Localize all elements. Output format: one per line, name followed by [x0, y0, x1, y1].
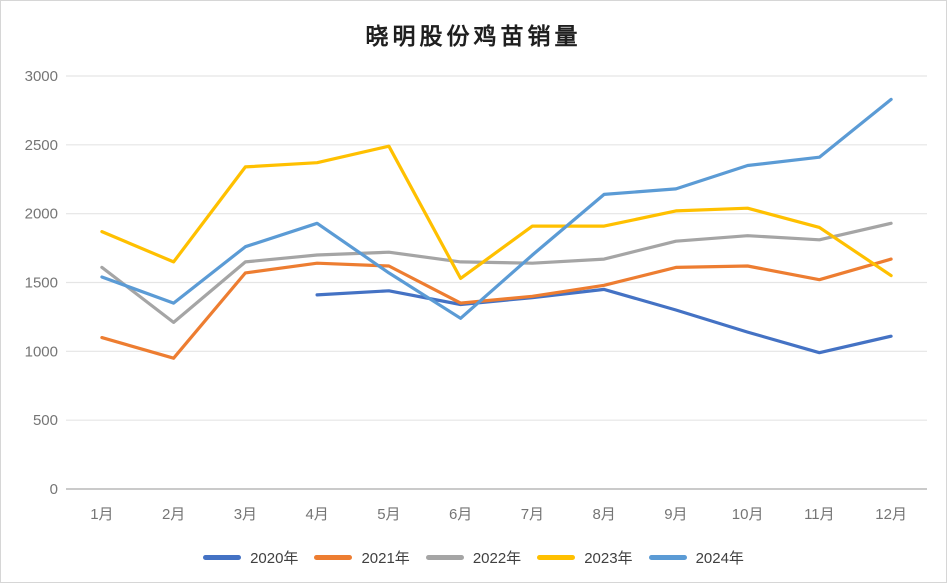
legend-item-2020年: 2020年 — [203, 547, 298, 568]
y-tick-label: 3000 — [25, 68, 58, 85]
y-tick-label: 1000 — [25, 343, 58, 360]
series-line-2022年 — [100, 221, 893, 324]
chart-legend: 2020年 2021年 2022年 2023年 2024年 — [1, 547, 946, 568]
legend-item-2021年: 2021年 — [314, 547, 410, 568]
legend-swatch — [425, 555, 464, 560]
x-tick-label: 5月 — [377, 506, 400, 523]
legend-label: 2022年 — [472, 550, 522, 567]
x-tick-label: 9月 — [664, 506, 687, 523]
legend-item-2024年: 2024年 — [648, 547, 744, 568]
legend-swatch — [537, 555, 576, 560]
series-line-2023年 — [100, 144, 893, 280]
legend-swatch — [314, 555, 353, 560]
y-tick-label: 2500 — [25, 137, 58, 154]
y-tick-label: 2000 — [25, 206, 58, 223]
x-tick-label: 11月 — [804, 506, 835, 523]
x-tick-label: 4月 — [305, 506, 328, 523]
x-tick-label: 1月 — [90, 506, 113, 523]
x-tick-label: 12月 — [875, 506, 907, 523]
legend-item-2023年: 2023年 — [537, 547, 633, 568]
legend-label: 2020年 — [250, 550, 299, 567]
y-tick-label: 0 — [50, 481, 58, 498]
x-tick-label: 3月 — [234, 506, 257, 523]
legend-swatch — [648, 555, 687, 560]
chart-title: 晓明股份鸡苗销量 — [365, 23, 582, 49]
series-line-2020年 — [315, 287, 893, 355]
legend-label: 2021年 — [361, 550, 410, 567]
legend-item-2022年: 2022年 — [425, 547, 522, 568]
legend-label: 2024年 — [695, 550, 744, 567]
series-line-2021年 — [100, 257, 893, 360]
x-tick-label: 6月 — [449, 506, 472, 523]
y-tick-label: 500 — [33, 412, 58, 429]
legend-label: 2023年 — [584, 550, 633, 567]
x-tick-label: 2月 — [162, 506, 185, 523]
x-tick-label: 7月 — [521, 506, 544, 523]
series-line-2024年 — [100, 97, 893, 320]
legend-swatch — [203, 555, 242, 560]
x-tick-label: 8月 — [592, 506, 615, 523]
x-tick-label: 10月 — [732, 506, 764, 523]
y-tick-label: 1500 — [25, 275, 58, 292]
